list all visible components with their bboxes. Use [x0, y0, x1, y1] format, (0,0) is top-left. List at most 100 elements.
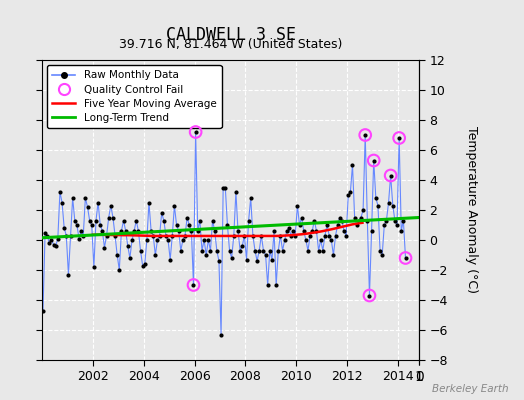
- Point: [191, 129, 200, 135]
- Point: [272, 282, 280, 288]
- Point: [147, 228, 155, 234]
- Point: [321, 232, 329, 239]
- Point: [138, 262, 147, 269]
- Point: [359, 207, 367, 213]
- Point: [399, 217, 408, 224]
- Point: [77, 228, 85, 234]
- Point: [47, 237, 56, 243]
- Point: [58, 199, 66, 206]
- Point: [124, 243, 132, 249]
- Point: [106, 202, 115, 209]
- Point: [264, 282, 272, 288]
- Point: [344, 192, 353, 198]
- Point: [39, 307, 47, 314]
- Point: [314, 247, 323, 254]
- Point: [357, 214, 365, 221]
- Point: [94, 199, 102, 206]
- Text: CALDWELL 3 SE: CALDWELL 3 SE: [166, 26, 296, 44]
- Point: [88, 222, 96, 228]
- Point: [346, 189, 355, 195]
- Point: [115, 267, 124, 273]
- Point: [310, 217, 319, 224]
- Point: [296, 222, 304, 228]
- Text: 39.716 N, 81.464 W (United States): 39.716 N, 81.464 W (United States): [119, 38, 342, 51]
- Point: [109, 214, 117, 221]
- Point: [149, 232, 157, 239]
- Point: [327, 237, 335, 243]
- Point: [308, 228, 316, 234]
- Point: [119, 217, 128, 224]
- Point: [75, 235, 83, 242]
- Point: [198, 247, 206, 254]
- Y-axis label: Temperature Anomaly (°C): Temperature Anomaly (°C): [465, 126, 478, 294]
- Point: [323, 222, 331, 228]
- Point: [304, 247, 312, 254]
- Point: [289, 228, 297, 234]
- Point: [285, 225, 293, 231]
- Point: [319, 247, 327, 254]
- Point: [282, 228, 291, 234]
- Point: [367, 228, 376, 234]
- Point: [122, 228, 130, 234]
- Point: [333, 222, 342, 228]
- Point: [244, 217, 253, 224]
- Point: [306, 232, 314, 239]
- Point: [361, 132, 369, 138]
- Point: [189, 282, 198, 288]
- Point: [177, 247, 185, 254]
- Point: [342, 232, 351, 239]
- Point: [53, 235, 62, 242]
- Point: [351, 214, 359, 221]
- Point: [391, 217, 399, 224]
- Point: [266, 247, 274, 254]
- Point: [232, 189, 240, 195]
- Point: [242, 256, 250, 263]
- Point: [151, 252, 159, 258]
- Point: [236, 247, 244, 254]
- Point: [206, 247, 215, 254]
- Point: [215, 258, 223, 264]
- Point: [92, 217, 100, 224]
- Point: [79, 232, 88, 239]
- Point: [253, 258, 261, 264]
- Point: [204, 237, 213, 243]
- Point: [209, 217, 217, 224]
- Point: [223, 222, 232, 228]
- Point: [395, 135, 403, 141]
- Point: [276, 232, 285, 239]
- Legend: Raw Monthly Data, Quality Control Fail, Five Year Moving Average, Long-Term Tren: Raw Monthly Data, Quality Control Fail, …: [47, 65, 222, 128]
- Point: [378, 252, 386, 258]
- Point: [251, 247, 259, 254]
- Point: [338, 217, 346, 224]
- Point: [249, 232, 257, 239]
- Point: [160, 217, 168, 224]
- Point: [130, 228, 138, 234]
- Point: [361, 132, 369, 138]
- Point: [41, 229, 49, 236]
- Point: [365, 292, 374, 299]
- Point: [111, 232, 119, 239]
- Point: [164, 237, 172, 243]
- Point: [401, 255, 410, 261]
- Point: [73, 222, 81, 228]
- Point: [393, 222, 401, 228]
- Point: [348, 162, 357, 168]
- Point: [329, 252, 337, 258]
- Point: [189, 282, 198, 288]
- Point: [156, 232, 164, 239]
- Point: [136, 247, 145, 254]
- Point: [353, 222, 361, 228]
- Point: [100, 244, 108, 251]
- Point: [98, 228, 106, 234]
- Point: [128, 237, 136, 243]
- Point: [382, 217, 390, 224]
- Point: [187, 228, 195, 234]
- Point: [238, 243, 246, 249]
- Point: [193, 228, 202, 234]
- Point: [170, 202, 179, 209]
- Point: [179, 237, 187, 243]
- Point: [312, 228, 321, 234]
- Point: [132, 217, 140, 224]
- Point: [219, 184, 227, 191]
- Point: [117, 228, 126, 234]
